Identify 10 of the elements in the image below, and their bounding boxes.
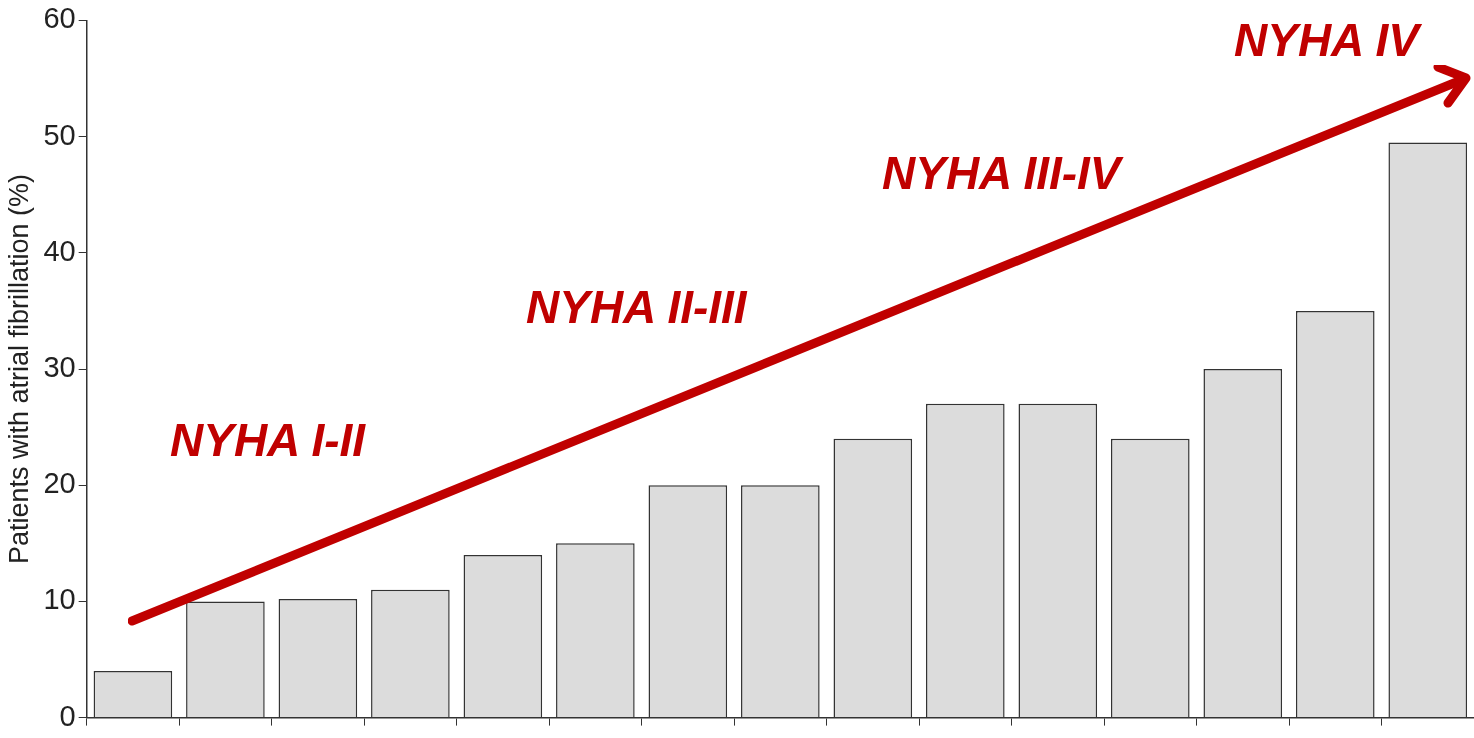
y-tick-label: 50 — [43, 118, 76, 151]
annotation: NYHA I-II — [170, 413, 366, 467]
y-tick-label: 0 — [59, 699, 76, 732]
y-tick-label: 40 — [43, 234, 76, 267]
y-tick-label: 30 — [43, 351, 76, 383]
annotation: NYHA II-III — [526, 279, 747, 334]
y-axis-title: Patients with atrial fibrillation (%) — [3, 173, 34, 565]
y-tick-label: 60 — [43, 2, 76, 35]
y-tick-label: 20 — [43, 467, 76, 500]
y-tick-label: 10 — [43, 583, 76, 616]
